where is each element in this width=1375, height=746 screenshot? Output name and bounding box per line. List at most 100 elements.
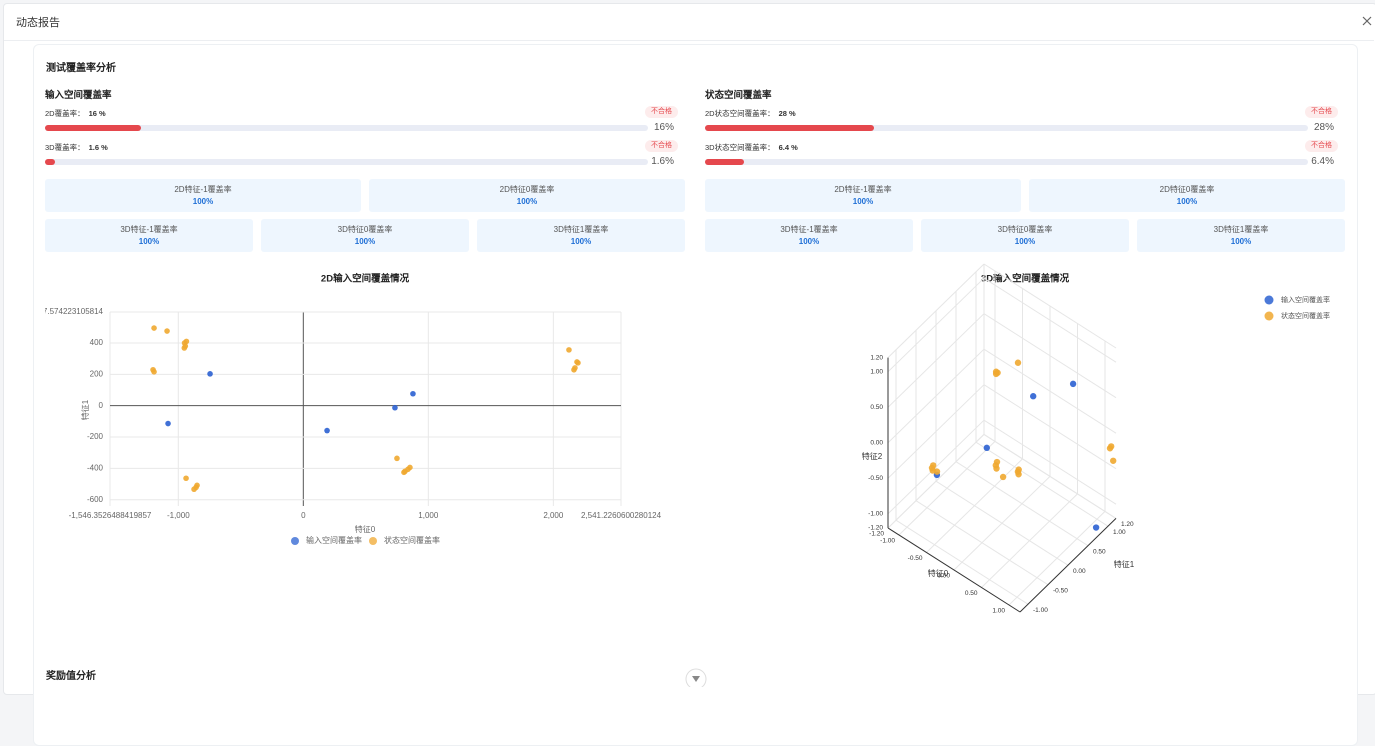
status-tag: 不合格 — [645, 106, 678, 118]
coverage-row: 3D覆盖率： 1.6 % — [45, 142, 108, 153]
grid-line — [887, 348, 985, 444]
z-tick-label: 1.00 — [870, 369, 883, 376]
grid-line — [895, 519, 1029, 605]
legend-label: 输入空间覆盖率 — [306, 535, 362, 545]
close-button[interactable] — [1361, 15, 1373, 27]
grid-line — [983, 263, 1117, 349]
coverage-row: 3D状态空间覆盖率： 6.4 % — [705, 142, 798, 153]
y-tick-label: 597.574223105814 — [34, 307, 104, 316]
point — [1015, 466, 1022, 473]
progress-track — [45, 159, 648, 165]
y-tick-label: -400 — [87, 463, 104, 472]
progress-track — [705, 125, 1308, 131]
point — [191, 486, 197, 493]
point — [933, 468, 941, 475]
point — [182, 343, 189, 349]
x-tick-label: 2,541.2260600280124 — [581, 511, 662, 520]
point — [993, 458, 1001, 466]
stat-value: 100% — [138, 237, 160, 246]
point — [207, 371, 213, 377]
stat-card: 3D特征1覆盖率 100% — [1137, 219, 1345, 252]
grid-line — [983, 313, 1117, 399]
y-tick-label: 1.00 — [1113, 529, 1126, 536]
grid-line — [983, 348, 1117, 434]
x-tick-label: 0.50 — [965, 590, 978, 597]
y-tick-label: 0.50 — [1093, 548, 1106, 555]
point — [1108, 443, 1115, 450]
panel-title: 输入空间覆盖率 — [45, 90, 112, 101]
charts: 2D输入空间覆盖情况 -1,546.3526488419857 -1,000 0 1,0… — [34, 263, 1330, 615]
point — [993, 465, 1000, 472]
x-tick-label: -1,000 — [167, 511, 190, 520]
next-section-title: 奖励值分析 — [46, 671, 96, 682]
grid-line — [983, 433, 1117, 519]
chart-title: 3D输入空间覆盖情况 — [981, 273, 1070, 285]
coverage-value: 28 % — [778, 109, 796, 118]
grid-line — [935, 480, 1069, 566]
stat-label: 3D特征-1覆盖率 — [120, 225, 178, 234]
legend-label: 输入空间覆盖率 — [1281, 295, 1330, 304]
progress-fill — [45, 125, 142, 131]
stat-label: 3D特征0覆盖率 — [997, 225, 1053, 234]
grid-line — [887, 277, 985, 373]
chart-title: 2D输入空间覆盖情况 — [321, 273, 410, 285]
stat-value: 100% — [1014, 237, 1036, 246]
coverage-label: 2D覆盖率： — [45, 109, 85, 118]
z-tick-label: 0.00 — [870, 440, 883, 447]
y-tick-label: -200 — [87, 432, 104, 441]
grid-line — [887, 384, 985, 479]
stat-label: 2D特征-1覆盖率 — [174, 185, 232, 194]
y-tick-label: 0 — [99, 401, 104, 410]
stat-label: 2D特征0覆盖率 — [499, 185, 555, 194]
progress-fill — [705, 125, 874, 131]
status-tag: 不合格 — [1305, 140, 1338, 152]
stat-value: 100% — [570, 237, 592, 246]
stat-label: 3D特征1覆盖率 — [553, 225, 609, 234]
point — [392, 404, 398, 411]
point — [324, 427, 330, 434]
grid-line — [887, 263, 985, 358]
y-axis-title: 特征1 — [80, 399, 90, 420]
stat-card: 2D特征0覆盖率 100% — [369, 179, 685, 212]
status-tag: 不合格 — [645, 140, 678, 152]
stat-value: 100% — [354, 237, 376, 246]
coverage-label: 3D状态空间覆盖率： — [705, 143, 775, 152]
stat-value: 100% — [852, 197, 874, 206]
grid-line — [975, 441, 1109, 527]
y-tick-label: 200 — [90, 369, 104, 378]
x-tick-label: -1.00 — [880, 538, 895, 545]
y-tick-label: -0.50 — [1053, 587, 1068, 594]
stat-card: 3D特征1覆盖率 100% — [477, 219, 685, 252]
x-tick-label: 0.00 — [937, 573, 950, 580]
point — [999, 473, 1007, 481]
stat-card: 3D特征-1覆盖率 100% — [705, 219, 913, 252]
percent-label: 6.4% — [1311, 156, 1334, 167]
panel-title: 状态空间覆盖率 — [705, 90, 772, 101]
stat-card: 3D特征-1覆盖率 100% — [45, 219, 253, 252]
point — [1030, 393, 1037, 400]
x-tick-label: 0 — [301, 511, 306, 520]
axis-line — [887, 527, 1021, 613]
stat-value: 100% — [1230, 237, 1252, 246]
z-tick-label: -0.50 — [868, 475, 883, 482]
legend-marker — [1264, 295, 1274, 305]
point — [983, 444, 990, 452]
point — [183, 338, 190, 345]
point — [407, 464, 413, 471]
stat-label: 2D特征0覆盖率 — [1159, 185, 1215, 194]
y-tick-label: 0.00 — [1073, 568, 1086, 575]
x-axis-title: 特征0 — [355, 524, 376, 534]
point — [394, 455, 400, 462]
point — [194, 482, 200, 489]
point — [1092, 524, 1100, 531]
point — [1015, 471, 1022, 478]
stat-card: 3D特征0覆盖率 100% — [921, 219, 1129, 252]
y-tick-label: -1.00 — [1033, 607, 1048, 614]
grid-line — [887, 419, 985, 515]
legend-marker — [1264, 311, 1274, 321]
stat-card: 2D特征-1覆盖率 100% — [705, 179, 1021, 212]
x-tick-label: 2,000 — [543, 511, 564, 520]
stat-label: 3D特征-1覆盖率 — [780, 225, 838, 234]
point — [183, 475, 189, 482]
grid-line — [915, 500, 1049, 586]
